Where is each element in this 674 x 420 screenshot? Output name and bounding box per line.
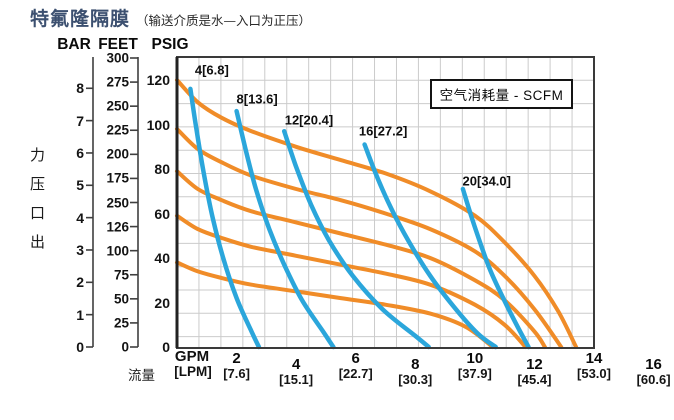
bar-axis-header: BAR: [57, 36, 91, 53]
air-curve: [234, 108, 336, 350]
pressure-curve: [175, 169, 547, 349]
y-axis-caption-char: 力: [30, 147, 46, 164]
x-axis-caption: 流量: [128, 368, 155, 383]
feet-axis-header: FEET: [98, 36, 138, 53]
psig-axis-header: PSIG: [151, 36, 189, 53]
air-curve: [362, 142, 498, 350]
air-curve: [281, 128, 431, 350]
air-curve: [188, 86, 262, 350]
air-curve: [460, 186, 531, 350]
legend-box: 空气消耗量 - SCFM: [430, 79, 573, 109]
x-unit-lpm: [LPM]: [174, 364, 212, 379]
y-axis-caption-char: 出: [30, 234, 46, 251]
pressure-curve: [175, 78, 579, 349]
y-axis-caption-char: 压: [30, 176, 46, 193]
y-axis-caption-char: 口: [30, 205, 46, 222]
pressure-curve: [175, 126, 564, 349]
title-note: （输送介质是水—入口为正压）: [136, 13, 312, 28]
x-unit-gpm: GPM: [174, 348, 210, 365]
pressure-curve: [175, 213, 528, 349]
pressure-curve: [175, 260, 495, 349]
title-text: 特氟隆隔膜: [30, 8, 131, 30]
page-title: 特氟隆隔膜 （输送介质是水—入口为正压）: [30, 4, 311, 31]
legend-label: 空气消耗量 - SCFM: [439, 88, 564, 103]
y-axis-caption: 力压口出: [30, 148, 45, 250]
